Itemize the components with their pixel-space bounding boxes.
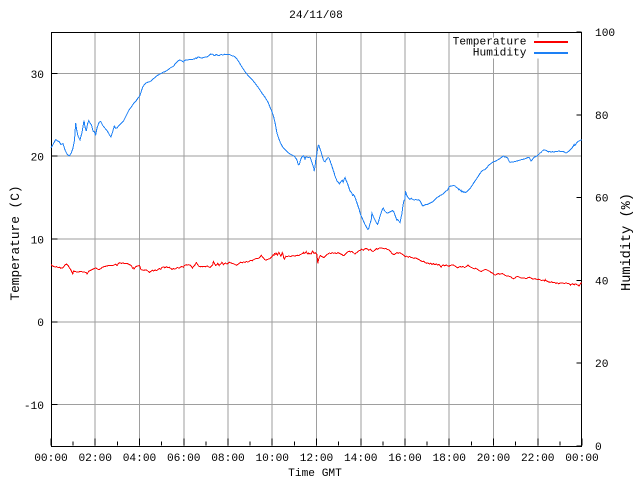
svg-text:08:00: 08:00: [211, 453, 245, 465]
svg-text:100: 100: [595, 28, 615, 40]
svg-text:20:00: 20:00: [477, 453, 511, 465]
svg-text:14:00: 14:00: [344, 453, 378, 465]
svg-text:Time GMT: Time GMT: [288, 468, 342, 480]
svg-text:40: 40: [595, 276, 609, 288]
svg-text:00:00: 00:00: [34, 453, 68, 465]
svg-text:10: 10: [31, 235, 45, 247]
svg-text:0: 0: [595, 442, 602, 454]
svg-text:24/11/08: 24/11/08: [289, 10, 343, 22]
svg-text:Humidity (%): Humidity (%): [620, 193, 635, 291]
svg-text:06:00: 06:00: [167, 453, 201, 465]
svg-text:18:00: 18:00: [432, 453, 466, 465]
svg-text:0: 0: [37, 318, 44, 330]
svg-text:10:00: 10:00: [255, 453, 289, 465]
svg-text:-10: -10: [24, 401, 44, 413]
svg-text:60: 60: [595, 194, 609, 206]
svg-text:20: 20: [595, 359, 609, 371]
svg-text:Temperature: Temperature: [453, 37, 527, 49]
svg-text:80: 80: [595, 111, 609, 123]
svg-text:04:00: 04:00: [123, 453, 157, 465]
svg-text:00:00: 00:00: [565, 453, 599, 465]
svg-text:Temperature (C): Temperature (C): [8, 185, 23, 300]
svg-text:02:00: 02:00: [78, 453, 112, 465]
svg-text:16:00: 16:00: [388, 453, 422, 465]
svg-text:20: 20: [31, 153, 45, 165]
svg-text:Humidity: Humidity: [473, 48, 527, 60]
svg-text:12:00: 12:00: [300, 453, 334, 465]
svg-text:30: 30: [31, 70, 45, 82]
svg-text:22:00: 22:00: [521, 453, 555, 465]
